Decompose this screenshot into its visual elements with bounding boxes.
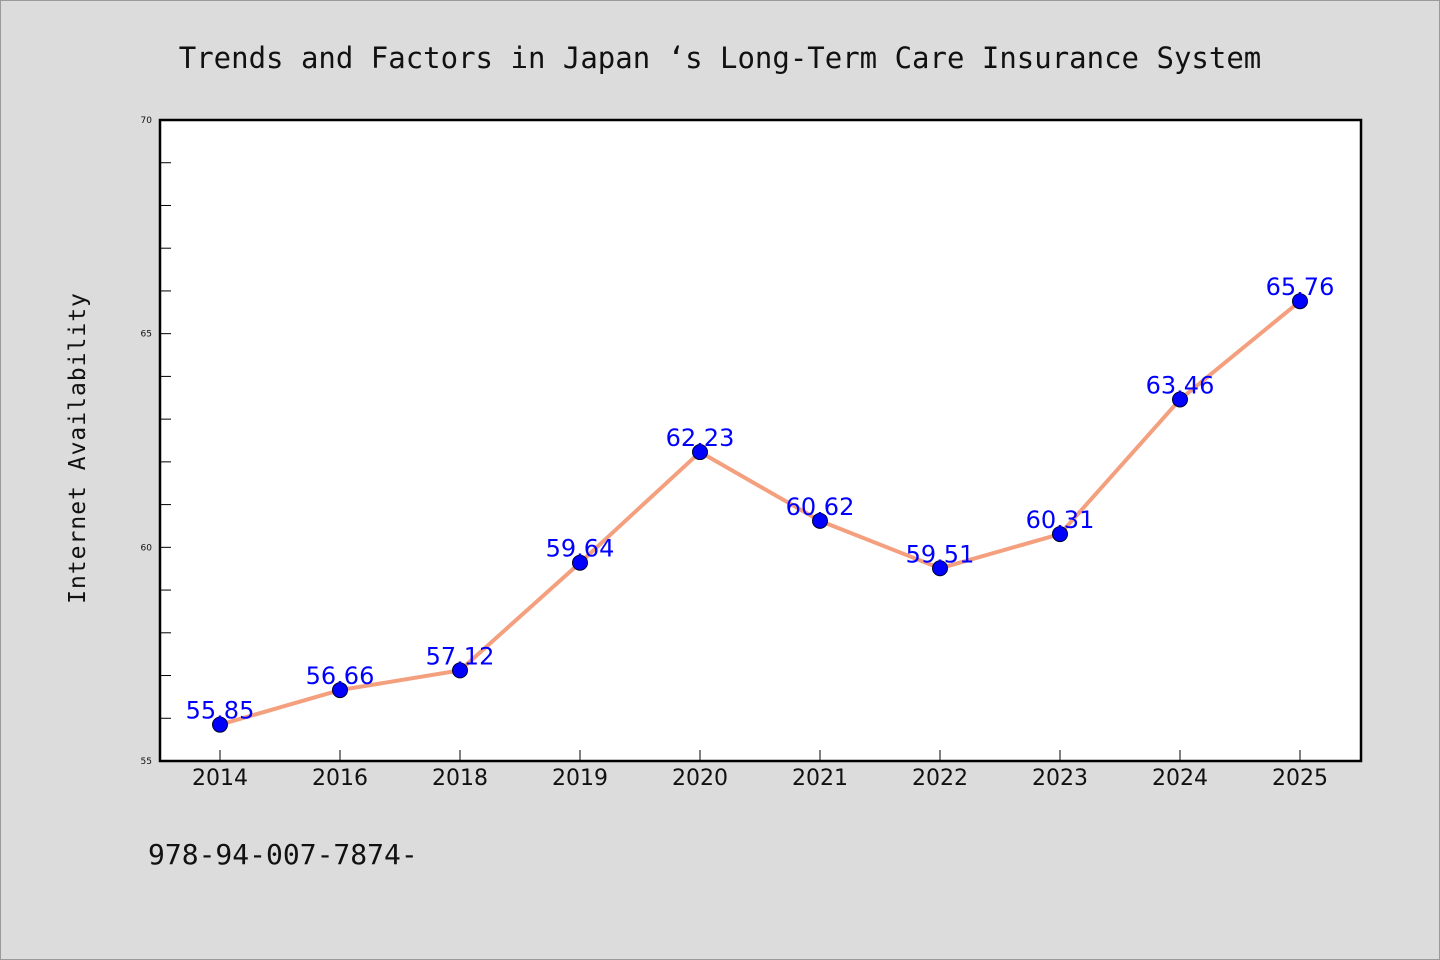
y-tick-label: 65 xyxy=(141,330,152,340)
x-axis-ticks: 2014 2016 2018 2019 2020 2021 2022 2023 2024 2025 xyxy=(192,750,1328,791)
data-label: 63.46 xyxy=(1146,371,1215,399)
data-point-marker xyxy=(572,554,588,571)
plot-area xyxy=(160,120,1361,761)
x-tick-label: 2025 xyxy=(1272,766,1328,791)
y-tick-label: 55 xyxy=(141,757,152,767)
data-point-marker xyxy=(332,682,348,699)
x-tick-label: 2016 xyxy=(312,766,368,791)
chart-title: Trends and Factors in Japan ‘s Long-Term… xyxy=(179,41,1262,75)
data-point-marker xyxy=(932,560,948,577)
data-point-marker xyxy=(692,444,708,461)
series-markers xyxy=(212,293,1308,733)
x-tick-label: 2020 xyxy=(672,766,728,791)
footnote-text: 978-94-007-7874- xyxy=(148,838,418,871)
y-minor-ticks xyxy=(160,162,171,719)
data-label: 60.31 xyxy=(1026,506,1095,534)
data-point-marker xyxy=(1292,293,1308,310)
data-label: 59.51 xyxy=(906,540,975,568)
data-label: 56.66 xyxy=(306,662,375,690)
data-labels: 55.85 56.66 57.12 59.64 62.23 60.62 59.51 60.31… xyxy=(186,273,1335,724)
series-line xyxy=(219,299,1302,727)
data-label: 65.76 xyxy=(1266,273,1335,301)
x-tick-label: 2021 xyxy=(792,766,848,791)
data-point-marker xyxy=(452,662,468,679)
data-point-marker xyxy=(1172,391,1188,408)
data-label: 59.64 xyxy=(546,535,615,563)
y-axis-label: Internet Availability xyxy=(65,292,91,604)
y-tick-label: 60 xyxy=(141,543,153,553)
plot-frame xyxy=(158,118,1363,763)
data-point-marker xyxy=(1052,526,1068,543)
data-label: 55.85 xyxy=(186,697,255,725)
x-tick-label: 2023 xyxy=(1032,766,1088,791)
data-label: 57.12 xyxy=(426,642,495,670)
x-tick-label: 2019 xyxy=(552,766,608,791)
data-point-marker xyxy=(812,512,828,529)
data-label: 62.23 xyxy=(666,424,735,452)
y-tick-label: 70 xyxy=(141,116,153,126)
data-label: 60.62 xyxy=(786,493,855,521)
data-point-marker xyxy=(212,716,228,733)
x-tick-label: 2014 xyxy=(192,766,248,791)
x-tick-label: 2024 xyxy=(1152,766,1208,791)
x-tick-label: 2018 xyxy=(432,766,488,791)
x-tick-label: 2022 xyxy=(912,766,968,791)
